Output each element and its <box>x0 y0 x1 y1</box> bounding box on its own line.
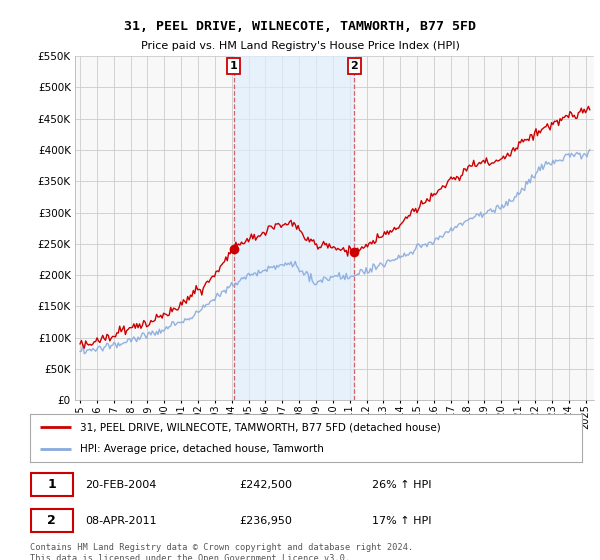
Text: 20-FEB-2004: 20-FEB-2004 <box>85 480 157 490</box>
Text: 2: 2 <box>350 61 358 71</box>
Text: 31, PEEL DRIVE, WILNECOTE, TAMWORTH, B77 5FD: 31, PEEL DRIVE, WILNECOTE, TAMWORTH, B77… <box>124 20 476 32</box>
FancyBboxPatch shape <box>31 510 73 532</box>
Text: 1: 1 <box>230 61 238 71</box>
Text: 17% ↑ HPI: 17% ↑ HPI <box>372 516 432 526</box>
Text: £242,500: £242,500 <box>240 480 293 490</box>
Text: 2: 2 <box>47 514 56 528</box>
Text: Contains HM Land Registry data © Crown copyright and database right 2024.
This d: Contains HM Land Registry data © Crown c… <box>30 543 413 560</box>
Text: Price paid vs. HM Land Registry's House Price Index (HPI): Price paid vs. HM Land Registry's House … <box>140 41 460 51</box>
Text: £236,950: £236,950 <box>240 516 293 526</box>
Bar <box>234 56 354 400</box>
Text: 1: 1 <box>47 478 56 492</box>
Text: 31, PEEL DRIVE, WILNECOTE, TAMWORTH, B77 5FD (detached house): 31, PEEL DRIVE, WILNECOTE, TAMWORTH, B77… <box>80 422 440 432</box>
Text: 08-APR-2011: 08-APR-2011 <box>85 516 157 526</box>
Text: HPI: Average price, detached house, Tamworth: HPI: Average price, detached house, Tamw… <box>80 444 323 454</box>
Text: 26% ↑ HPI: 26% ↑ HPI <box>372 480 432 490</box>
FancyBboxPatch shape <box>31 474 73 496</box>
